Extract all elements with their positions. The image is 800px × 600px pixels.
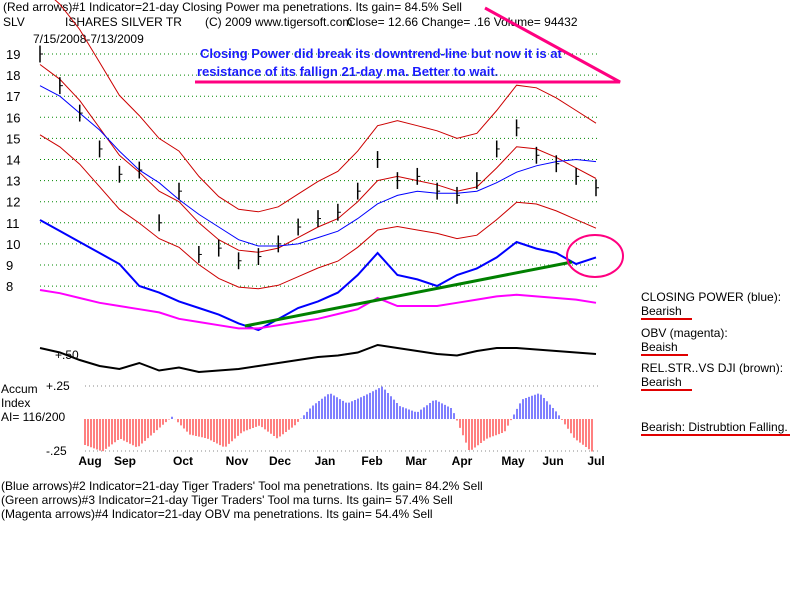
y-tick-label: 17 [6,89,20,104]
obv-value: Beaish [641,340,688,356]
y-tick-label: 8 [6,279,13,294]
x-tick-label: Sep [114,454,136,468]
accum-summary: Bearish: Distrubtion Falling. [641,420,790,436]
accum-title-2: Index [1,396,31,410]
y-tick-label: 10 [6,237,20,252]
cp-label: CLOSING POWER (blue): [641,290,782,304]
obv-line [39,289,597,330]
accum-title-1: Accum [1,382,38,396]
accum-bottom-tick: -.25 [46,444,67,458]
x-tick-label: Mar [405,454,427,468]
y-tick-label: 9 [6,258,13,273]
x-tick-label: Nov [226,454,249,468]
x-tick-label: Jan [315,454,336,468]
ma50-line [39,85,597,247]
resistance-circle [566,234,624,278]
rs-label: REL.STR..VS DJI (brown): [641,361,784,375]
date-range: 7/15/2008-7/13/2009 [33,32,144,46]
indicator-3-label: (Green arrows)#3 Indicator=21-day Tiger … [1,493,453,507]
security-name: ISHARES SILVER TR [65,15,182,29]
copyright: (C) 2009 www.tigersoft.com [205,15,353,29]
y-tick-label: 12 [6,195,20,210]
y-tick-label: 14 [6,153,20,168]
x-tick-label: Jul [587,454,604,468]
indicator-4-label: (Magenta arrows)#4 Indicator=21-day OBV … [1,507,433,521]
cp-uptrend-line [244,260,573,328]
x-tick-label: Dec [269,454,291,468]
x-tick-label: Aug [78,454,101,468]
y-tick-label: 18 [6,68,20,83]
y-tick-label: 13 [6,174,20,189]
upper-band [54,0,597,213]
symbol: SLV [3,15,25,29]
closing-power-line [39,219,597,332]
rs-tick: +.50 [55,348,79,362]
y-tick-label: 16 [6,110,20,125]
annotation-pointer [195,6,621,84]
lower-band [39,134,597,290]
x-tick-label: Jun [542,454,563,468]
rs-value: Bearish [641,375,692,391]
accum-top-tick: +.25 [46,379,70,393]
y-tick-label: 19 [6,47,20,62]
obv-label: OBV (magenta): [641,326,728,340]
y-tick-label: 15 [6,131,20,146]
x-tick-label: Feb [361,454,382,468]
x-tick-label: May [501,454,525,468]
accum-ai: AI= 116/200 [1,410,66,424]
rel-strength-line [39,343,597,374]
x-tick-label: Apr [452,454,473,468]
indicator-2-label: (Blue arrows)#2 Indicator=21-day Tiger T… [1,479,483,493]
x-tick-label: Oct [173,454,193,468]
cp-value: Bearish [641,304,692,320]
y-tick-label: 11 [6,216,20,231]
indicator-1-label: (Red arrows)#1 Indicator=21-day Closing … [3,0,462,14]
